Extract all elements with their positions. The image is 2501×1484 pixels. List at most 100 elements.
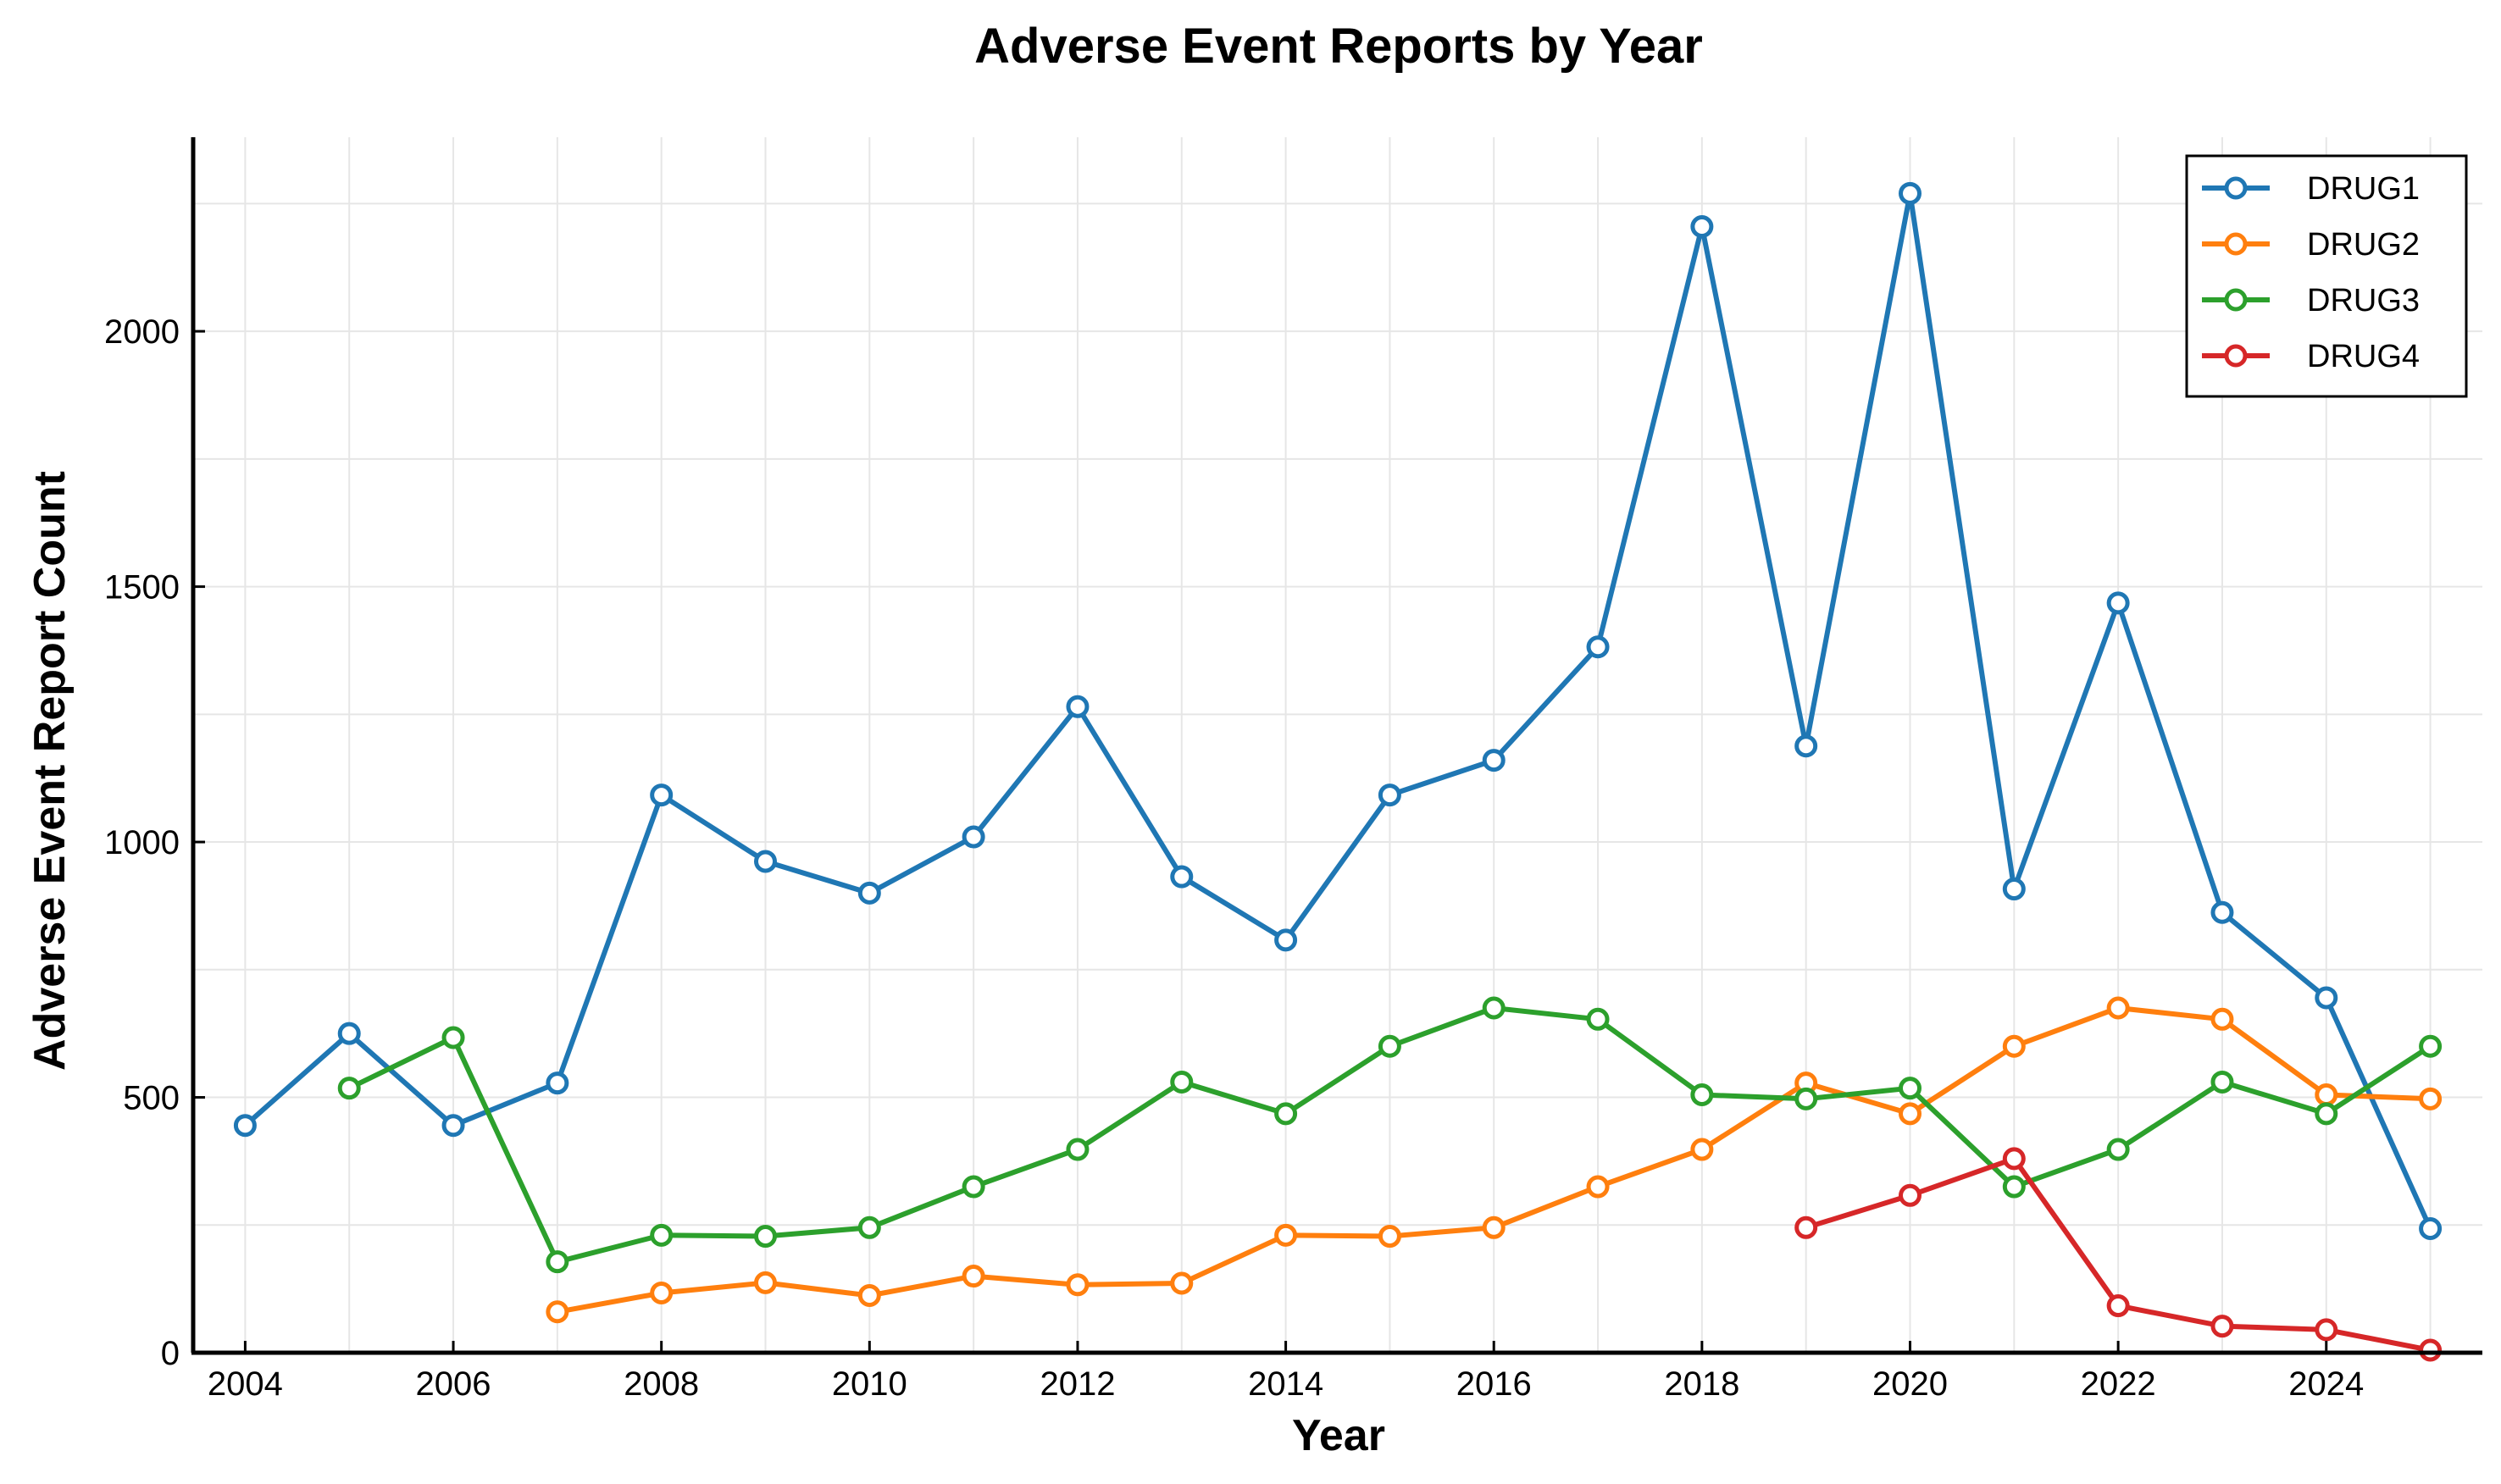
data-point	[1482, 749, 1506, 772]
legend-label: DRUG2	[2307, 227, 2420, 263]
y-tick-label: 0	[161, 1335, 180, 1372]
data-point	[1170, 1271, 1194, 1295]
legend-item-drug2: DRUG2	[2202, 227, 2420, 263]
legend-swatch-marker	[2224, 288, 2248, 312]
x-tick-label: 2024	[2288, 1365, 2364, 1403]
data-point	[962, 1265, 985, 1288]
chart-title: Adverse Event Reports by Year	[974, 19, 1703, 74]
data-point	[1586, 1007, 1610, 1031]
legend-swatch-marker	[2224, 344, 2248, 368]
data-point	[1586, 635, 1610, 659]
x-tick-label: 2018	[1664, 1365, 1739, 1403]
data-point	[2106, 1294, 2130, 1318]
data-point	[441, 1114, 465, 1138]
x-tick-label: 2010	[832, 1365, 907, 1403]
legend-label: DRUG1	[2307, 171, 2420, 207]
data-point	[2315, 1083, 2338, 1107]
data-point	[546, 1071, 569, 1095]
data-point	[1794, 1087, 1818, 1110]
data-point	[1899, 181, 1922, 205]
data-point	[337, 1022, 361, 1045]
data-point	[1066, 1273, 1090, 1297]
data-point	[754, 850, 777, 873]
data-point	[2419, 1034, 2443, 1058]
data-point	[2210, 1070, 2234, 1094]
data-point	[1066, 1138, 1090, 1161]
data-point	[2419, 1338, 2443, 1362]
data-point	[754, 1225, 777, 1249]
data-point	[2210, 1007, 2234, 1031]
legend-label: DRUG4	[2307, 339, 2420, 374]
legend-item-drug4: DRUG4	[2202, 339, 2420, 374]
y-tick-label: 2000	[104, 313, 180, 351]
data-point	[2002, 1034, 2026, 1058]
data-point	[1899, 1102, 1922, 1126]
x-tick-label: 2014	[1248, 1365, 1323, 1403]
series-drug4	[1794, 1147, 2443, 1362]
data-point	[857, 881, 881, 905]
legend-swatch-marker	[2224, 176, 2248, 200]
y-tick-label: 1500	[104, 569, 180, 606]
data-point	[1482, 1215, 1506, 1239]
data-point	[2315, 1102, 2338, 1126]
data-point	[857, 1283, 881, 1307]
data-point	[233, 1114, 257, 1138]
data-point	[2419, 1216, 2443, 1240]
series-drug1	[233, 181, 2443, 1240]
data-point	[1274, 928, 1298, 952]
data-point	[754, 1271, 777, 1294]
y-axis-label: Adverse Event Report Count	[25, 471, 75, 1071]
x-tick-label: 2020	[1872, 1365, 1948, 1403]
grid	[193, 137, 2482, 1353]
series-layer	[233, 181, 2443, 1362]
data-point	[1482, 996, 1506, 1020]
data-point	[1170, 1070, 1194, 1094]
data-point	[2002, 1147, 2026, 1171]
data-point	[650, 784, 674, 807]
series-drug3	[337, 996, 2443, 1274]
x-tick-label: 2008	[624, 1365, 699, 1403]
data-point	[2210, 1315, 2234, 1338]
data-point	[546, 1250, 569, 1274]
data-point	[2106, 1138, 2130, 1161]
data-point	[650, 1281, 674, 1304]
y-tick-label: 1000	[104, 824, 180, 861]
data-point	[857, 1215, 881, 1239]
data-point	[1690, 1083, 1714, 1107]
data-point	[2315, 986, 2338, 1010]
data-point	[441, 1026, 465, 1049]
x-tick-label: 2006	[416, 1365, 491, 1403]
data-point	[2002, 878, 2026, 901]
data-point	[1899, 1077, 1922, 1100]
x-tick-label: 2022	[2081, 1365, 2156, 1403]
data-point	[1586, 1175, 1610, 1199]
data-point	[2106, 996, 2130, 1020]
data-point	[962, 1175, 985, 1199]
data-point	[1378, 784, 1401, 807]
x-tick-label: 2004	[208, 1365, 283, 1403]
x-axis-label: Year	[1292, 1411, 1385, 1460]
data-point	[337, 1077, 361, 1100]
data-point	[1378, 1225, 1401, 1249]
data-point	[2315, 1318, 2338, 1342]
data-point	[1690, 1138, 1714, 1161]
data-point	[1690, 215, 1714, 239]
x-tick-label: 2012	[1040, 1365, 1115, 1403]
axes: 2004 2006 2008 2010 2012 2014 2016 2018 2020 2022…	[104, 137, 2482, 1403]
data-point	[1794, 734, 1818, 758]
data-point	[1274, 1102, 1298, 1126]
legend-label: DRUG3	[2307, 283, 2420, 318]
data-point	[1899, 1183, 1922, 1207]
x-tick-label: 2016	[1456, 1365, 1532, 1403]
series-line	[243, 191, 2433, 1230]
legend-item-drug3: DRUG3	[2202, 283, 2420, 318]
legend-item-drug1: DRUG1	[2202, 171, 2420, 207]
data-point	[2106, 591, 2130, 615]
data-point	[962, 825, 985, 849]
data-point	[650, 1223, 674, 1247]
data-point	[1066, 695, 1090, 718]
data-point	[1378, 1034, 1401, 1058]
data-point	[1794, 1215, 1818, 1239]
data-point	[546, 1300, 569, 1324]
